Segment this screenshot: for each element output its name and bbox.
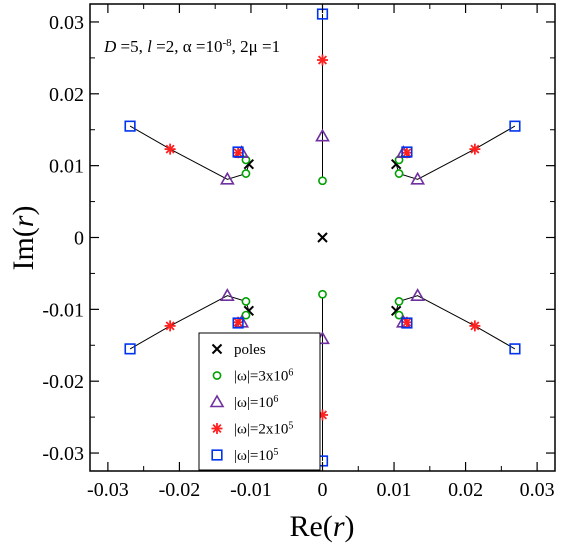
data-point-triangle bbox=[410, 171, 426, 185]
data-point-triangle bbox=[315, 128, 330, 142]
legend-label: |ω|=105 bbox=[234, 447, 278, 465]
parameter-annotation: D =5, l =2, α =10-8, 2μ =1 bbox=[103, 37, 280, 56]
x-tick-label: 0.03 bbox=[520, 479, 555, 501]
data-point-circle bbox=[394, 310, 404, 320]
legend-label: |ω|=3x106 bbox=[234, 367, 293, 385]
data-point-circle bbox=[241, 169, 251, 178]
data-point-asterisk bbox=[317, 54, 328, 66]
legend-marker-x bbox=[211, 343, 223, 355]
x-tick-label: 0.01 bbox=[377, 479, 412, 501]
data-point-asterisk bbox=[232, 316, 244, 328]
x-tick-label: -0.03 bbox=[87, 479, 129, 501]
data-points bbox=[124, 8, 521, 467]
y-tick-label: 0 bbox=[74, 228, 84, 250]
y-tick-label: 0.02 bbox=[49, 84, 84, 106]
data-point-square bbox=[401, 146, 413, 158]
trajectory-line bbox=[395, 125, 516, 180]
data-point-circle bbox=[241, 155, 251, 165]
data-point-circle bbox=[318, 176, 327, 186]
data-point-asterisk bbox=[232, 147, 244, 159]
x-tick-label: 0 bbox=[318, 479, 328, 501]
data-point-square bbox=[232, 317, 244, 329]
data-point-circle bbox=[241, 310, 251, 320]
legend-marker-square bbox=[211, 449, 223, 461]
trajectory-line bbox=[395, 295, 516, 350]
data-point-triangle bbox=[219, 171, 235, 185]
legend-label: poles bbox=[234, 342, 266, 358]
trajectory-line bbox=[129, 125, 250, 180]
y-tick-label: 0.03 bbox=[49, 12, 84, 34]
data-point-square bbox=[509, 120, 521, 132]
data-point-circle bbox=[318, 289, 327, 299]
data-point-circle bbox=[394, 169, 404, 178]
legend-marker-circle bbox=[212, 371, 222, 380]
y-tick-label: -0.01 bbox=[42, 299, 84, 321]
data-point-triangle bbox=[410, 288, 426, 301]
data-point-asterisk bbox=[469, 320, 481, 332]
data-point-triangle bbox=[219, 288, 235, 301]
legend-marker-asterisk bbox=[211, 423, 223, 434]
data-point-asterisk bbox=[401, 147, 413, 159]
data-point-circle bbox=[394, 155, 404, 165]
axis-ticks: -0.03 -0.02 -0.01 0 0.01 0.02 0.03 -0.03 -0.02 -0… bbox=[42, 4, 555, 501]
legend-label: |ω|=106 bbox=[234, 394, 278, 412]
legend-label: |ω|=2x105 bbox=[234, 420, 293, 438]
x-axis-label: Re(r) bbox=[289, 510, 354, 543]
y-axis-label: Im(r) bbox=[7, 205, 40, 270]
legend-marker-triangle bbox=[209, 394, 225, 408]
y-tick-label: -0.03 bbox=[42, 443, 84, 465]
data-point-x bbox=[317, 232, 328, 243]
y-tick-label: 0.01 bbox=[49, 156, 84, 178]
data-point-circle bbox=[241, 297, 251, 306]
data-point-asterisk bbox=[164, 320, 176, 332]
x-tick-label: -0.02 bbox=[159, 479, 201, 501]
data-point-asterisk bbox=[469, 143, 481, 155]
data-point-circle bbox=[394, 297, 404, 306]
y-tick-label: -0.02 bbox=[42, 371, 84, 393]
data-point-square bbox=[124, 343, 136, 355]
x-tick-label: -0.01 bbox=[230, 479, 272, 501]
data-point-square bbox=[232, 146, 244, 158]
data-point-square bbox=[509, 343, 521, 355]
data-point-square bbox=[124, 120, 136, 132]
x-tick-label: 0.02 bbox=[448, 479, 483, 501]
legend-box bbox=[198, 332, 321, 471]
legend: poles |ω|=3x106 |ω|=106 |ω|=2x105 |ω|=105 bbox=[198, 332, 321, 471]
data-point-asterisk bbox=[164, 143, 176, 155]
data-point-square bbox=[401, 317, 413, 329]
